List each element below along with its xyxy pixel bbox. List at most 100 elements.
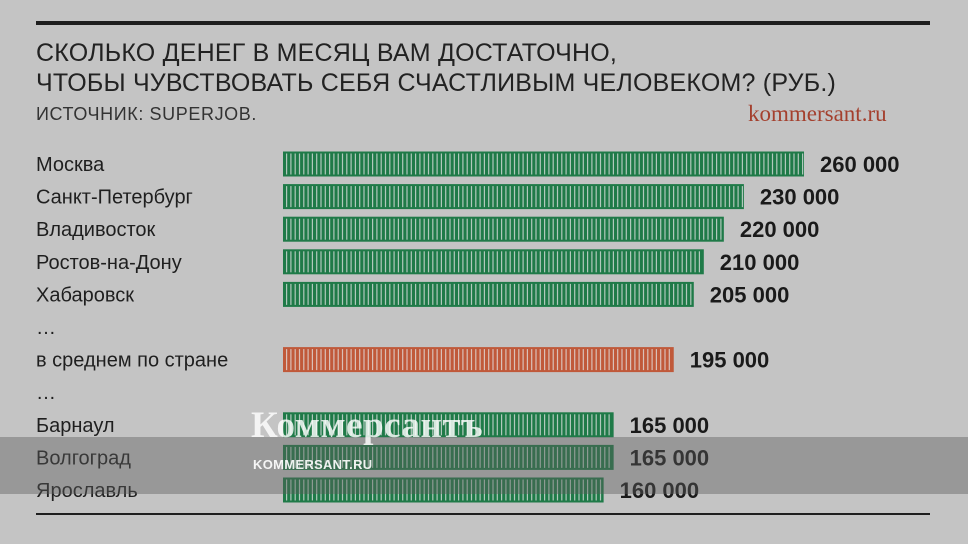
- bar-stripe: [612, 349, 614, 371]
- bar-stripe: [591, 186, 593, 208]
- bar-stripe: [432, 283, 434, 305]
- bar-stripe: [763, 153, 765, 175]
- bar-stripe: [294, 283, 296, 305]
- bar-stripe: [462, 283, 464, 305]
- bar-stripe: [518, 414, 520, 436]
- bar-stripe: [311, 251, 313, 273]
- bar-stripe: [389, 414, 391, 436]
- bar-stripe: [561, 186, 563, 208]
- bar-stripe: [565, 414, 567, 436]
- bar-stripe: [548, 186, 550, 208]
- bar-fill: [283, 151, 804, 177]
- bar-stripe: [346, 479, 348, 501]
- bar-stripe: [612, 153, 614, 175]
- bar-stripe: [522, 251, 524, 273]
- bar-stripe: [724, 186, 726, 208]
- bar-stripe: [591, 414, 593, 436]
- bar-stripe: [307, 414, 309, 436]
- bar-stripe: [556, 446, 559, 468]
- brand-link[interactable]: kommersant.ru: [748, 101, 887, 126]
- bar-stripe: [694, 153, 696, 175]
- bar-stripe: [432, 186, 434, 208]
- bar-stripe: [505, 218, 507, 240]
- bar-stripe: [475, 414, 477, 436]
- bar-stripe: [591, 218, 593, 240]
- bar-stripe: [535, 414, 537, 436]
- bar-stripe: [578, 251, 580, 273]
- bar-stripe: [307, 186, 309, 208]
- bar-stripe: [427, 446, 430, 468]
- bar-stripe: [427, 218, 430, 240]
- bar-stripe: [698, 186, 700, 208]
- bar-stripe: [423, 479, 425, 501]
- bar-stripe: [574, 251, 576, 273]
- bar-stripe: [419, 186, 421, 208]
- bar-stripe: [367, 186, 369, 208]
- bar-stripe: [754, 153, 756, 175]
- bar-stripe: [329, 349, 331, 371]
- category-label: Владивосток: [36, 219, 156, 241]
- bar-stripe: [587, 479, 589, 501]
- bar-stripe: [625, 218, 627, 240]
- bar-stripe: [505, 186, 507, 208]
- bar-stripe: [599, 218, 602, 240]
- bar-stripe: [591, 251, 593, 273]
- bar-stripe: [311, 349, 313, 371]
- bar-stripe: [513, 349, 516, 371]
- bar-stripe: [470, 218, 473, 240]
- bar-stripe: [604, 446, 606, 468]
- bar-stripe: [436, 251, 438, 273]
- bar-stripe: [599, 479, 602, 501]
- watermark-logo: Коммерсантъ: [251, 405, 484, 446]
- bar-stripe: [453, 186, 455, 208]
- bar-stripe: [316, 218, 318, 240]
- bar-stripe: [668, 283, 670, 305]
- bar-stripe: [462, 218, 464, 240]
- bar-stripe: [690, 218, 692, 240]
- bar-stripe: [341, 479, 344, 501]
- bar-stripe: [599, 349, 602, 371]
- bar-stripe: [599, 251, 602, 273]
- bar-stripe: [526, 186, 528, 208]
- bar-stripe: [479, 153, 481, 175]
- value-label: 165 000: [630, 413, 710, 438]
- bar-stripe: [621, 283, 623, 305]
- bar-stripe: [389, 446, 391, 468]
- bar-stripe: [389, 349, 391, 371]
- bar-stripe: [582, 218, 584, 240]
- bar-stripe: [329, 218, 331, 240]
- bar-stripe: [333, 283, 335, 305]
- bar-stripe: [290, 153, 292, 175]
- bar-stripe: [380, 479, 382, 501]
- bar-stripe: [505, 251, 507, 273]
- bar-stripe: [574, 414, 576, 436]
- bar-stripe: [677, 218, 679, 240]
- bar-stripe: [402, 251, 404, 273]
- bar-stripe: [324, 479, 326, 501]
- bar-stripe: [703, 153, 705, 175]
- bar-stripe: [432, 349, 434, 371]
- bar-stripe: [363, 251, 365, 273]
- bar-stripe: [587, 414, 589, 436]
- bar-stripe: [673, 153, 675, 175]
- bar-stripe: [475, 479, 477, 501]
- bar-stripe: [595, 446, 597, 468]
- bar-stripe: [329, 479, 331, 501]
- bar-stripe: [393, 446, 395, 468]
- bar-stripe: [333, 414, 335, 436]
- bar-stripe: [496, 349, 498, 371]
- bar-stripe: [548, 414, 550, 436]
- bar-stripe: [462, 414, 464, 436]
- bar-stripe: [393, 186, 395, 208]
- bar-stripe: [556, 349, 559, 371]
- bar-stripe: [307, 479, 309, 501]
- bar-stripe: [668, 153, 670, 175]
- bar-stripe: [694, 251, 696, 273]
- bar-stripe: [595, 479, 597, 501]
- bar-stripe: [565, 153, 567, 175]
- top-rule: [36, 21, 930, 25]
- bar: [283, 249, 704, 275]
- bar-stripe: [690, 186, 692, 208]
- bar-stripe: [789, 153, 791, 175]
- bar-stripe: [324, 251, 326, 273]
